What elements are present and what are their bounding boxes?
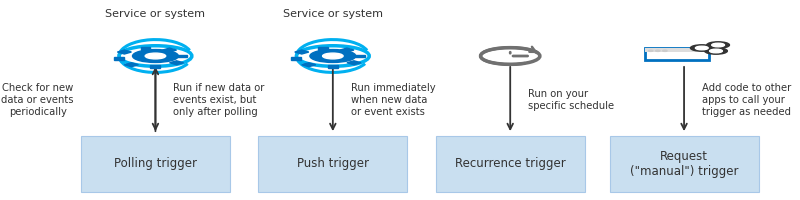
Text: Polling trigger: Polling trigger xyxy=(114,158,197,170)
Circle shape xyxy=(649,50,653,51)
Bar xyxy=(291,57,301,60)
Circle shape xyxy=(706,42,730,48)
Text: Push trigger: Push trigger xyxy=(297,158,369,170)
Circle shape xyxy=(712,43,725,47)
Bar xyxy=(114,57,123,60)
Bar xyxy=(141,47,150,50)
Circle shape xyxy=(695,46,708,50)
Circle shape xyxy=(656,50,660,51)
Bar xyxy=(340,48,354,52)
Text: Check for new
data or events
periodically: Check for new data or events periodicall… xyxy=(2,83,74,117)
Text: Run if new data or
events exist, but
only after polling: Run if new data or events exist, but onl… xyxy=(173,83,265,117)
Circle shape xyxy=(662,50,667,51)
FancyBboxPatch shape xyxy=(645,48,709,52)
FancyBboxPatch shape xyxy=(81,136,230,192)
Text: Run immediately
when new data
or event exists: Run immediately when new data or event e… xyxy=(350,83,435,117)
Bar xyxy=(118,50,131,54)
Text: Run on your
specific schedule: Run on your specific schedule xyxy=(528,89,614,111)
Bar xyxy=(347,61,361,65)
Bar xyxy=(318,47,328,50)
FancyBboxPatch shape xyxy=(436,136,585,192)
Bar xyxy=(170,61,183,65)
Circle shape xyxy=(133,50,178,62)
FancyBboxPatch shape xyxy=(258,136,407,192)
Text: Recurrence trigger: Recurrence trigger xyxy=(455,158,566,170)
FancyBboxPatch shape xyxy=(610,136,758,192)
Circle shape xyxy=(322,53,343,59)
Bar xyxy=(178,55,187,57)
Bar xyxy=(294,50,309,54)
Bar xyxy=(355,55,365,57)
Bar xyxy=(162,48,177,52)
Bar xyxy=(150,65,161,68)
Text: Service or system: Service or system xyxy=(106,9,206,19)
Text: Add code to other
apps to call your
trigger as needed: Add code to other apps to call your trig… xyxy=(702,83,791,117)
Circle shape xyxy=(705,48,727,54)
Bar xyxy=(328,65,338,68)
Bar xyxy=(124,63,138,67)
Circle shape xyxy=(690,45,713,51)
Circle shape xyxy=(710,49,722,53)
Text: Service or system: Service or system xyxy=(283,9,383,19)
Text: Request
("manual") trigger: Request ("manual") trigger xyxy=(630,150,738,178)
Circle shape xyxy=(145,53,166,59)
Bar xyxy=(302,63,316,67)
Circle shape xyxy=(310,50,356,62)
FancyBboxPatch shape xyxy=(645,48,709,60)
